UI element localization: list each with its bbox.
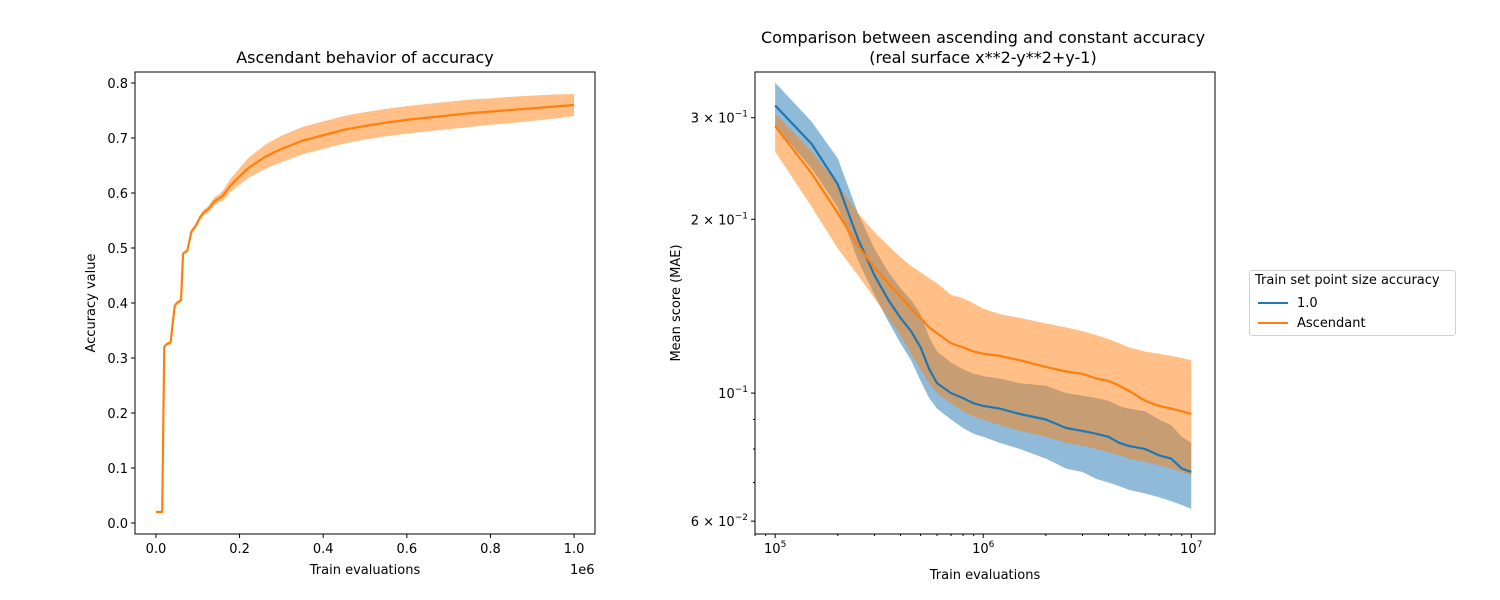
legend: Train set point size accuracy 1.0 Ascend… bbox=[1249, 270, 1456, 336]
left-y-tick-label-7: 0.7 bbox=[107, 132, 128, 147]
legend-label-1-0: 1.0 bbox=[1297, 295, 1318, 311]
right-x-tick-label-0: 105 bbox=[764, 540, 786, 557]
right-plot-frame bbox=[754, 71, 1216, 535]
left-x-tick-label-2: 0.4 bbox=[313, 542, 334, 557]
left-x-axis-offset: 1e6 bbox=[570, 563, 595, 578]
left-band-0 bbox=[155, 94, 575, 514]
left-x-tick-label-3: 0.6 bbox=[396, 542, 417, 557]
right-chart: Comparison between ascending and constan… bbox=[669, 28, 1216, 583]
left-y-tick-label-3: 0.3 bbox=[107, 352, 128, 367]
right-line-1-0 bbox=[774, 104, 1192, 474]
right-chart-subtitle: (real surface x**2-y**2+y-1) bbox=[869, 48, 1096, 67]
left-y-tick-label-5: 0.5 bbox=[107, 242, 128, 257]
legend-swatch-1-0 bbox=[1258, 302, 1288, 304]
left-line-0 bbox=[155, 103, 575, 514]
right-line-ascendant bbox=[774, 125, 1192, 416]
legend-title: Train set point size accuracy bbox=[1255, 273, 1440, 288]
left-y-tick-label-4: 0.4 bbox=[107, 297, 128, 312]
left-y-tick-label-1: 0.1 bbox=[107, 462, 128, 477]
left-x-axis-label: Train evaluations bbox=[309, 563, 421, 578]
left-y-tick-label-6: 0.6 bbox=[107, 187, 128, 202]
right-x-tick-label-2: 107 bbox=[1180, 540, 1202, 557]
legend-item-1-0: 1.0 bbox=[1258, 294, 1318, 312]
left-x-tick-label-0: 0.0 bbox=[146, 542, 167, 557]
left-plot-area bbox=[155, 94, 575, 514]
right-band-ascendant bbox=[775, 113, 1192, 476]
right-y-tick-label-3: 3 × 10−1 bbox=[691, 110, 748, 127]
left-chart: Ascendant behavior of accuracy 0.0 0.2 0.4… bbox=[84, 48, 596, 578]
left-y-tick-label-0: 0.0 bbox=[107, 517, 128, 532]
left-x-tick-label-4: 0.8 bbox=[480, 542, 501, 557]
right-x-axis-ticks: 105 106 107 bbox=[754, 534, 1202, 557]
left-y-axis-ticks: 0.0 0.1 0.2 0.3 0.4 0.5 0.6 0.7 0.8 bbox=[107, 77, 135, 532]
right-x-axis-label: Train evaluations bbox=[929, 568, 1041, 583]
right-y-tick-label-1: 10−1 bbox=[718, 385, 748, 402]
left-chart-title: Ascendant behavior of accuracy bbox=[236, 48, 494, 67]
right-plot-area bbox=[774, 82, 1192, 509]
right-y-tick-label-0: 6 × 10−2 bbox=[691, 513, 748, 530]
legend-item-ascendant: Ascendant bbox=[1258, 314, 1366, 332]
legend-label-ascendant: Ascendant bbox=[1297, 315, 1366, 331]
left-y-axis-label: Accuracy value bbox=[84, 254, 99, 353]
right-y-tick-label-2: 2 × 10−1 bbox=[691, 211, 748, 228]
right-chart-title: Comparison between ascending and constan… bbox=[761, 28, 1205, 47]
left-y-tick-label-8: 0.8 bbox=[107, 77, 128, 92]
legend-swatch-ascendant bbox=[1258, 322, 1288, 324]
left-plot-frame bbox=[134, 71, 596, 535]
left-x-axis-ticks: 0.0 0.2 0.4 0.6 0.8 1.0 bbox=[146, 534, 585, 557]
right-y-axis-ticks: 6 × 10−2 10−1 2 × 10−1 3 × 10−1 bbox=[691, 110, 755, 530]
left-y-tick-label-2: 0.2 bbox=[107, 407, 128, 422]
left-x-tick-label-5: 1.0 bbox=[564, 542, 585, 557]
right-x-tick-label-1: 106 bbox=[972, 540, 995, 557]
right-y-axis-label: Mean score (MAE) bbox=[669, 244, 684, 361]
left-x-tick-label-1: 0.2 bbox=[229, 542, 250, 557]
